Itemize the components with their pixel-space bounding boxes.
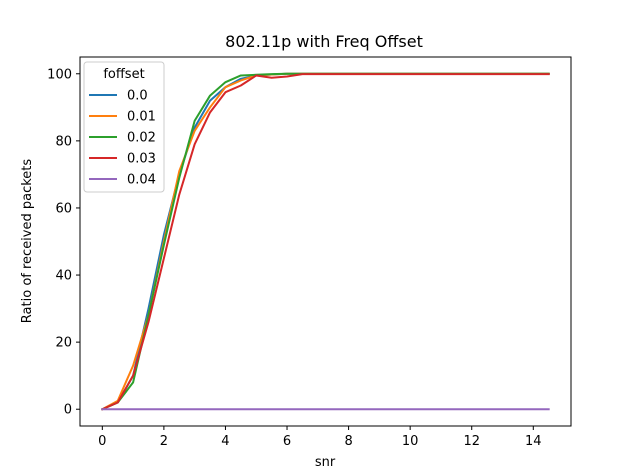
y-axis-label: Ratio of received packets	[20, 159, 35, 324]
series-line-0-0	[101, 72, 550, 411]
legend-entry-label: 0.02	[127, 131, 156, 146]
plot-frame	[79, 56, 572, 427]
series-line-0-01	[100, 72, 550, 411]
series-line-0-02	[101, 72, 550, 411]
x-tick-label: 4	[221, 434, 229, 449]
y-tick-label: 80	[55, 134, 72, 149]
legend-entry-label: 0.03	[127, 152, 156, 167]
y-tick-label: 60	[55, 201, 72, 216]
x-tick-label: 12	[463, 434, 480, 449]
legend-title: foffset	[103, 67, 144, 82]
legend-items: 0.0 0.01 0.02 0.03 0.04	[89, 89, 156, 188]
legend-entry-label: 0.01	[127, 110, 156, 125]
x-tick-label: 14	[525, 434, 542, 449]
x-tick-label: 10	[402, 434, 419, 449]
y-tick-label: 100	[47, 67, 72, 82]
y-axis: 0 20 40 60 80 100	[47, 67, 80, 418]
y-tick-label: 40	[55, 269, 72, 284]
chart-title: 802.11p with Freq Offset	[225, 32, 423, 51]
series-layer	[100, 72, 550, 411]
x-tick-label: 0	[98, 434, 106, 449]
x-axis-label: snr	[315, 455, 336, 470]
legend-entry-label: 0.0	[127, 89, 148, 104]
legend: foffset 0.0 0.01 0.02 0.03 0.04	[83, 61, 165, 193]
x-tick-label: 6	[283, 434, 291, 449]
y-tick-label: 20	[55, 336, 72, 351]
x-tick-label: 2	[160, 434, 168, 449]
x-tick-label: 8	[344, 434, 352, 449]
y-tick-label: 0	[64, 403, 72, 418]
x-axis: 0 2 4 6 8 10 12 14	[98, 426, 542, 449]
legend-entry-label: 0.04	[127, 173, 156, 188]
series-line-0-03	[101, 73, 550, 411]
